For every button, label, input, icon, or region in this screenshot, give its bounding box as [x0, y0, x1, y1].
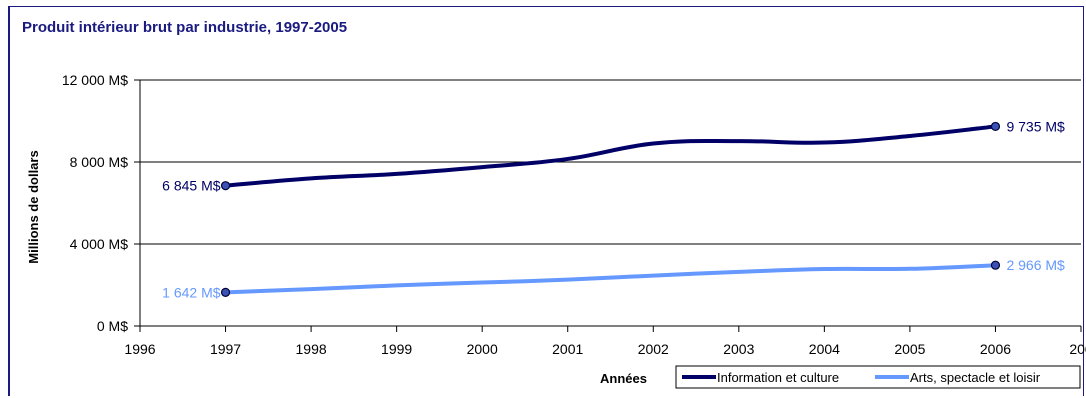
y-axis-title: Millions de dollars — [26, 150, 41, 263]
x-tick-label: 2000 — [467, 341, 498, 357]
axes: 0 M$ 4 000 M$ 8 000 M$ 12 000 M$ 1996 1997 199… — [26, 72, 1086, 386]
y-tick-label: 8 000 M$ — [70, 154, 129, 170]
series-marker — [990, 260, 1001, 270]
x-tick-label: 2006 — [980, 341, 1011, 357]
data-label: 6 845 M$ — [162, 178, 221, 194]
series-marker — [220, 287, 231, 297]
series-line-1 — [223, 263, 998, 295]
x-tick-label: 2005 — [894, 341, 925, 357]
x-tick-label: 2003 — [723, 341, 754, 357]
x-axis-title: Années — [600, 371, 647, 386]
y-tick-label: 4 000 M$ — [70, 236, 129, 252]
x-tick-label: 1996 — [124, 341, 155, 357]
series-marker — [990, 121, 1001, 132]
gridlines — [140, 79, 1081, 245]
x-tick-label: 2004 — [809, 341, 840, 357]
x-tick-label: 1998 — [296, 341, 327, 357]
x-tick-label: 1997 — [210, 341, 241, 357]
legend-label: Information et culture — [717, 370, 839, 385]
series-marker — [220, 181, 231, 191]
series-line-0 — [223, 124, 998, 188]
legend-label: Arts, spectacle et loisir — [910, 370, 1041, 385]
x-tick-label: 200 — [1069, 341, 1086, 357]
chart-title: Produit intérieur brut par industrie, 19… — [22, 19, 348, 36]
x-tick-label: 1999 — [381, 341, 412, 357]
legend: Information et culture Arts, spectacle et… — [675, 365, 1081, 389]
data-label: 2 966 M$ — [1006, 257, 1065, 273]
y-tick-label: 0 M$ — [97, 318, 128, 334]
series-lines — [220, 121, 1001, 297]
x-tick-label: 2001 — [552, 341, 583, 357]
x-tick-label: 2002 — [638, 341, 669, 357]
y-tick-label: 12 000 M$ — [62, 72, 128, 88]
chart-frame: Produit intérieur brut par industrie, 19… — [8, 6, 1084, 396]
data-label: 1 642 M$ — [162, 284, 221, 300]
data-labels: 6 845 M$ 9 735 M$ 1 642 M$ 2 966 M$ — [162, 118, 1065, 300]
data-label: 9 735 M$ — [1006, 118, 1065, 134]
